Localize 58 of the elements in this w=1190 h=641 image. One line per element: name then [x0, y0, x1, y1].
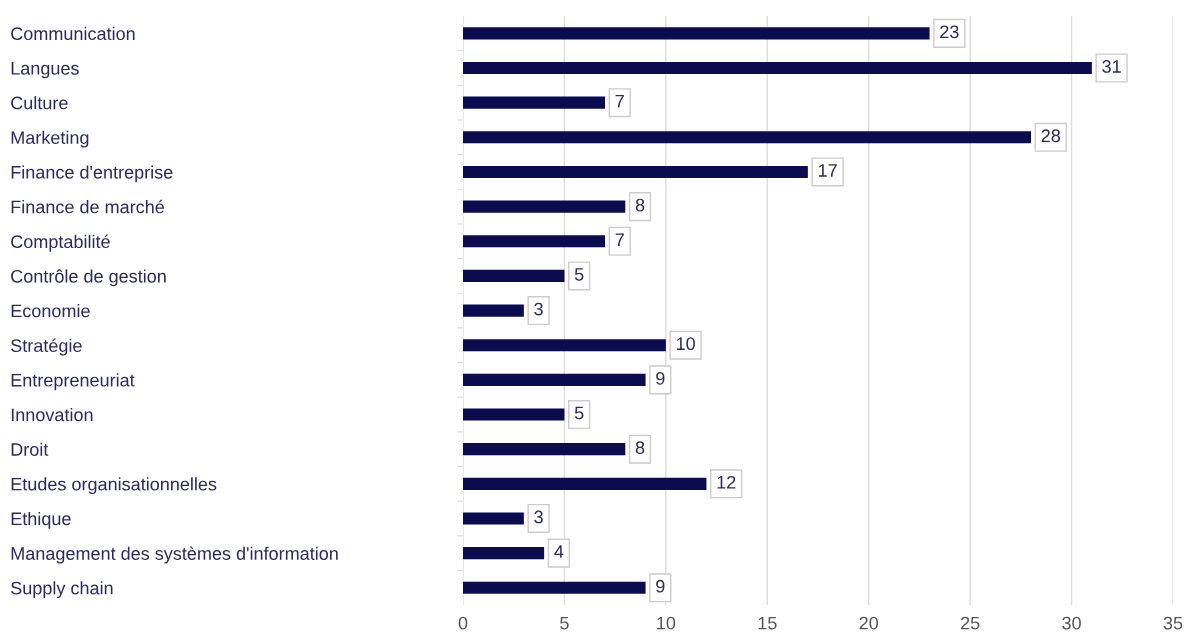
bar	[463, 235, 605, 248]
y-tick-label: Communication	[11, 26, 135, 41]
x-tick-label: 30	[1062, 616, 1081, 630]
x-tick-label: 15	[758, 616, 777, 630]
y-tick-label: Etudes organisationnelles	[11, 477, 217, 495]
bar	[463, 131, 1031, 144]
data-label: 7	[615, 94, 624, 108]
y-tick-label: Innovation	[11, 407, 93, 422]
y-tick-label: Comptabilité	[11, 234, 110, 252]
data-label: 4	[554, 545, 564, 558]
bar	[463, 339, 666, 352]
x-tick-label: 10	[657, 616, 676, 630]
data-label: 7	[615, 233, 624, 246]
data-label: 5	[574, 268, 584, 281]
y-tick-label: Langues	[11, 62, 79, 79]
bar	[463, 61, 1092, 75]
bar	[463, 373, 646, 386]
y-tick-label: Contrôle de gestion	[11, 269, 166, 287]
data-label: 9	[656, 371, 665, 385]
data-label: 9	[656, 579, 665, 593]
y-tick-label: Ethique	[11, 511, 71, 529]
x-tick-label: 5	[560, 616, 569, 630]
data-label: 23	[940, 25, 959, 39]
y-tick-label: Culture	[11, 96, 68, 110]
y-tick-label: Stratégie	[11, 338, 82, 356]
y-tick-label: Marketing	[11, 130, 89, 148]
x-tick-label: 35	[1163, 616, 1183, 630]
bar	[463, 165, 808, 179]
y-tick-label: Supply chain	[11, 581, 113, 599]
data-label: 3	[534, 510, 543, 524]
y-tick-label: Finance de marché	[11, 199, 164, 214]
data-label: 17	[818, 164, 837, 177]
bar	[463, 200, 626, 213]
data-label: 8	[635, 198, 645, 212]
bar	[463, 269, 565, 282]
bar	[463, 443, 626, 456]
data-label: 10	[676, 337, 695, 351]
x-tick-label: 25	[961, 616, 980, 630]
data-label: 12	[717, 475, 736, 489]
data-label: 28	[1041, 129, 1061, 143]
bar	[463, 408, 565, 421]
data-label: 8	[635, 441, 645, 455]
bar	[463, 512, 524, 525]
y-tick-label: Finance d'entreprise	[11, 165, 173, 183]
bar	[463, 304, 524, 317]
data-label: 3	[534, 302, 543, 316]
bar	[463, 96, 605, 109]
data-label: 5	[574, 406, 584, 420]
x-tick-label: 0	[458, 616, 468, 630]
y-tick-label: Droit	[11, 442, 49, 456]
bar	[463, 27, 930, 40]
x-tick-label: 20	[859, 616, 879, 630]
y-tick-label: Economie	[11, 304, 90, 318]
bar	[463, 477, 707, 490]
y-tick-label: Entrepreneuriat	[11, 373, 135, 391]
y-tick-label: Management des systèmes d'information	[11, 546, 338, 564]
bar	[463, 581, 646, 594]
data-label: 31	[1102, 60, 1121, 73]
